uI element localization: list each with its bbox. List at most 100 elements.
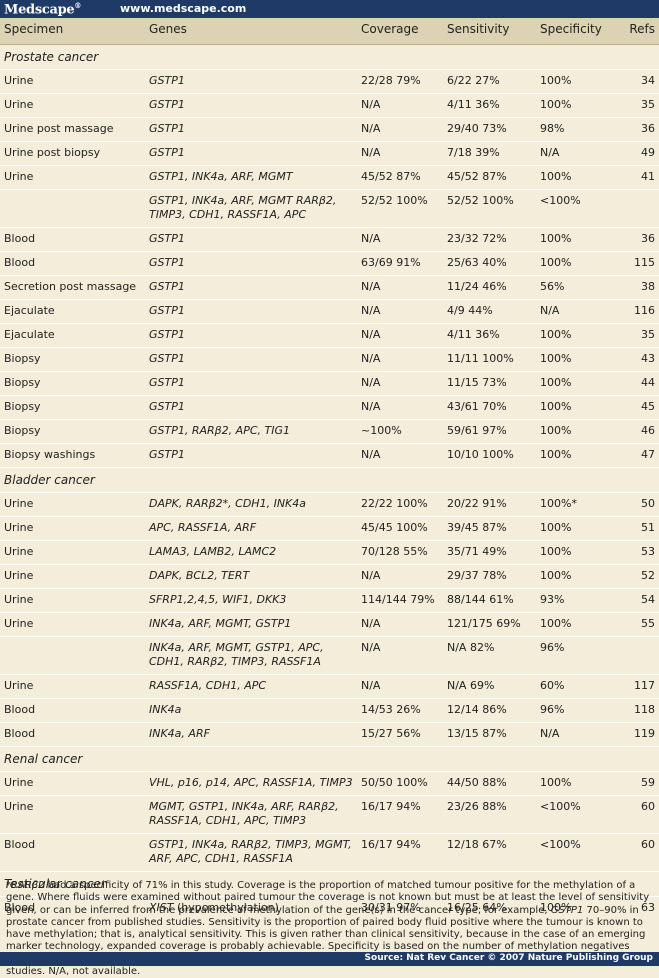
cell-specimen: Blood (0, 722, 145, 747)
cell-sensitivity: 16/25 64% (443, 896, 536, 920)
table-row: Urine SFRP1,2,4,5, WIF1, DKK3 114/144 79% 8… (0, 588, 659, 613)
cell-genes: GSTP1 (145, 395, 357, 420)
cell-coverage: N/A (357, 347, 443, 372)
cell-specimen: Urine post massage (0, 117, 145, 142)
cell-refs: 55 (614, 612, 659, 637)
cell-sensitivity: 29/40 73% (443, 117, 536, 142)
cell-coverage: N/A (357, 612, 443, 637)
cell-refs: 118 (614, 698, 659, 723)
table-row: Urine post biopsy GSTP1 N/A 7/18 39% N/A 49 (0, 141, 659, 166)
cell-specimen: Biopsy (0, 395, 145, 420)
table-row: Blood GSTP1, INK4a, RARβ2, TIMP3, MGMT, A… (0, 833, 659, 872)
cell-specificity: 100% (536, 165, 614, 190)
cell-specificity: 100% (536, 516, 614, 541)
table-row: Biopsy GSTP1, RARβ2, APC, TIG1 ~100% 59/61 … (0, 419, 659, 444)
cell-refs: 50 (614, 492, 659, 517)
col-header-specificity: Specificity (536, 18, 614, 45)
cell-coverage: 22/22 100% (357, 492, 443, 517)
table-row: Urine INK4a, ARF, MGMT, GSTP1 N/A 121/175 6… (0, 612, 659, 637)
cell-coverage: N/A (357, 395, 443, 420)
cell-genes: GSTP1 (145, 69, 357, 94)
table-row: Secretion post massage GSTP1 N/A 11/24 46% 5… (0, 275, 659, 300)
cell-refs: 34 (614, 69, 659, 94)
table-row: Blood GSTP1 63/69 91% 25/63 40% 100% 115 (0, 251, 659, 276)
cell-refs: 36 (614, 227, 659, 252)
cell-genes: GSTP1 (145, 251, 357, 276)
table-row: Urine GSTP1, INK4a, ARF, MGMT 45/52 87% 45/… (0, 165, 659, 190)
col-header-genes: Genes (145, 18, 357, 45)
table-row: Biopsy washings GSTP1 N/A 10/10 100% 100% 47 (0, 443, 659, 468)
genes-text: GSTP1 (149, 400, 185, 413)
cell-specificity: 96% (536, 698, 614, 723)
cell-refs: 53 (614, 540, 659, 565)
cell-coverage: N/A (357, 323, 443, 348)
cell-genes: GSTP1 (145, 141, 357, 166)
cell-refs (614, 636, 659, 675)
cell-genes: GSTP1, INK4a, ARF, MGMT RARβ2, TIMP3, CD… (145, 189, 357, 228)
cell-specificity: 98% (536, 117, 614, 142)
cell-specimen: Urine (0, 165, 145, 190)
cell-refs: 60 (614, 833, 659, 872)
cell-specimen: Blood (0, 227, 145, 252)
genes-text: LAMA3, LAMB2, LAMC2 (149, 545, 277, 558)
cell-coverage: N/A (357, 275, 443, 300)
genes-note: (hypomethylation) (173, 901, 279, 914)
cell-specimen: Ejaculate (0, 323, 145, 348)
site-url[interactable]: www.medscape.com (120, 2, 247, 15)
genes-text: VHL, p16, p14, APC, RASSF1A, TIMP3 (149, 776, 353, 789)
cell-specimen: Urine (0, 588, 145, 613)
cell-specificity: <100% (536, 795, 614, 834)
cell-coverage: N/A (357, 636, 443, 675)
cell-genes: GSTP1 (145, 117, 357, 142)
cell-sensitivity: 35/71 49% (443, 540, 536, 565)
cell-genes: GSTP1 (145, 93, 357, 118)
cell-genes: INK4a, ARF, MGMT, GSTP1 (145, 612, 357, 637)
genes-text: SFRP1,2,4,5, WIF1, DKK3 (149, 593, 287, 606)
section-row: Testicular cancer (0, 871, 659, 897)
cell-genes: INK4a, ARF, MGMT, GSTP1, APC, CDH1, RARβ… (145, 636, 357, 675)
cell-sensitivity: 59/61 97% (443, 419, 536, 444)
genes-text: RASSF1A, CDH1, APC (149, 679, 267, 692)
cell-refs: 54 (614, 588, 659, 613)
table-row: Biopsy GSTP1 N/A 11/11 100% 100% 43 (0, 347, 659, 372)
cell-refs: 47 (614, 443, 659, 468)
cell-specificity: 100% (536, 443, 614, 468)
cell-genes: GSTP1 (145, 347, 357, 372)
cell-specificity: N/A (536, 141, 614, 166)
cell-refs: 117 (614, 674, 659, 699)
genes-text: DAPK, BCL2, TERT (149, 569, 250, 582)
cell-specimen: Biopsy washings (0, 443, 145, 468)
table-row: Urine RASSF1A, CDH1, APC N/A N/A 69% 60% 117 (0, 674, 659, 699)
cell-coverage: N/A (357, 443, 443, 468)
cell-sensitivity: 11/15 73% (443, 371, 536, 396)
table-row: Blood GSTP1 N/A 23/32 72% 100% 36 (0, 227, 659, 252)
cell-sensitivity: 20/22 91% (443, 492, 536, 517)
cell-coverage: 114/144 79% (357, 588, 443, 613)
cell-sensitivity: 11/24 46% (443, 275, 536, 300)
cell-coverage: N/A (357, 564, 443, 589)
cell-specificity: 100% (536, 564, 614, 589)
cell-sensitivity: 23/32 72% (443, 227, 536, 252)
cell-coverage: 45/45 100% (357, 516, 443, 541)
cell-refs (614, 189, 659, 228)
cell-genes: GSTP1, INK4a, ARF, MGMT (145, 165, 357, 190)
cell-genes: VHL, p16, p14, APC, RASSF1A, TIMP3 (145, 771, 357, 796)
methylation-table: Specimen Genes Coverage Sensitivity Spec… (0, 18, 659, 920)
cell-genes: RASSF1A, CDH1, APC (145, 674, 357, 699)
cell-genes: GSTP1, RARβ2, APC, TIG1 (145, 419, 357, 444)
cell-specificity: <100% (536, 189, 614, 228)
section-row: Bladder cancer (0, 467, 659, 493)
table-row: Urine LAMA3, LAMB2, LAMC2 70/128 55% 35/71 … (0, 540, 659, 565)
cell-sensitivity: 12/14 86% (443, 698, 536, 723)
medscape-logo[interactable]: Medscape® (4, 1, 82, 18)
cell-specimen: Urine (0, 674, 145, 699)
cell-specificity: <100% (536, 833, 614, 872)
cell-genes: DAPK, RARβ2*, CDH1, INK4a (145, 492, 357, 517)
genes-text: INK4a, ARF (149, 727, 210, 740)
cell-specimen: Blood (0, 833, 145, 872)
cell-genes: GSTP1 (145, 323, 357, 348)
cell-refs: 44 (614, 371, 659, 396)
table-row: INK4a, ARF, MGMT, GSTP1, APC, CDH1, RARβ… (0, 636, 659, 675)
cell-specimen: Urine (0, 540, 145, 565)
cell-refs: 46 (614, 419, 659, 444)
